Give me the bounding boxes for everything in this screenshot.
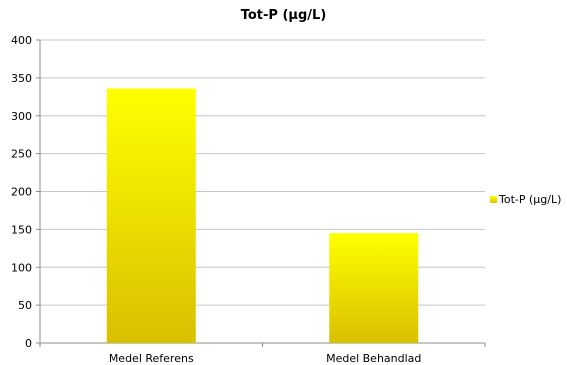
y-tick-label: 0: [25, 337, 32, 350]
y-tick-label: 300: [11, 110, 32, 123]
y-tick-label: 200: [11, 186, 32, 199]
bar: [106, 88, 196, 343]
legend: Tot-P (µg/L): [490, 193, 561, 206]
y-tick-label: 100: [11, 261, 32, 274]
y-tick-label: 150: [11, 223, 32, 236]
x-category-label: Medel Behandlad: [326, 352, 421, 365]
chart-title: Tot-P (µg/L): [240, 8, 327, 23]
y-tick-label: 250: [11, 148, 32, 161]
grid-lines: [40, 39, 485, 306]
y-tick-label: 50: [18, 299, 32, 312]
bars: [106, 88, 419, 343]
legend-swatch: [490, 196, 497, 203]
x-category-label: Medel Referens: [109, 352, 194, 365]
y-tick-label: 400: [11, 34, 32, 47]
bar: [329, 233, 419, 343]
y-tick-label: 350: [11, 72, 32, 85]
axis-labels: 0 50 100 150 200 250 300 350 400 Medel Referens Me…: [11, 34, 421, 365]
legend-label: Tot-P (µg/L): [499, 193, 562, 206]
